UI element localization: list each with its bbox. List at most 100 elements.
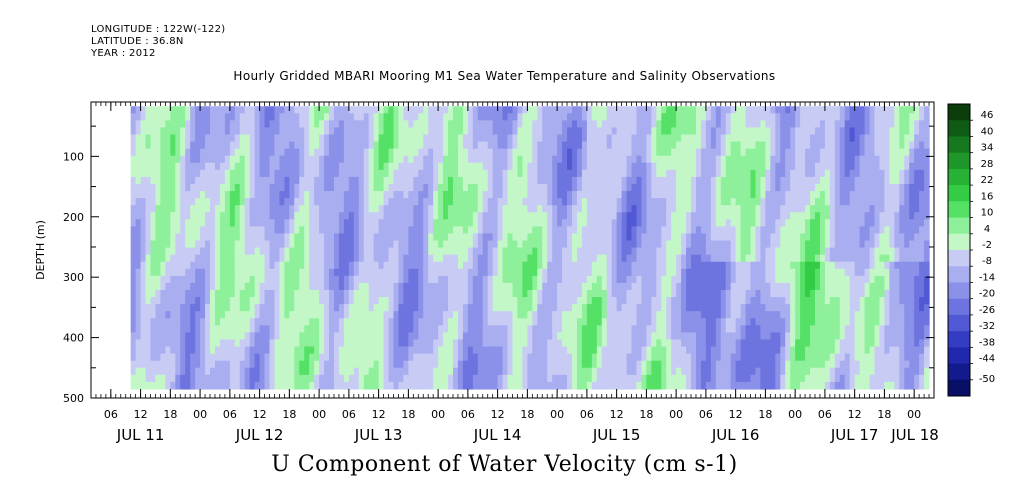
heatmap-cell [205, 212, 211, 220]
heatmap-cell [457, 219, 464, 227]
heatmap-cell [715, 198, 722, 206]
heatmap-cell [705, 275, 712, 284]
heatmap-cell [155, 148, 162, 157]
heatmap-cell [552, 346, 558, 355]
heatmap-cell [482, 240, 489, 249]
heatmap-cell [661, 191, 667, 199]
heatmap-cell [185, 198, 191, 206]
heatmap-cell [190, 332, 196, 341]
heatmap-cell [383, 360, 390, 369]
heatmap-cell [180, 353, 186, 362]
heatmap-cell [393, 240, 400, 249]
heatmap-cell [552, 205, 558, 213]
heatmap-cell [388, 282, 395, 291]
heatmap-cell [304, 169, 310, 178]
heatmap-cell [557, 304, 563, 312]
heatmap-cell [408, 339, 414, 348]
heatmap-cell [686, 374, 692, 383]
heatmap-cell [576, 226, 583, 235]
heatmap-cell [512, 304, 519, 312]
heatmap-cell [567, 106, 573, 114]
heatmap-cell [403, 339, 409, 348]
heatmap-cell [567, 297, 573, 305]
heatmap-cell [542, 134, 548, 143]
heatmap-cell [691, 346, 697, 355]
heatmap-cell [691, 240, 697, 249]
heatmap-cell [487, 169, 494, 178]
heatmap-cell [547, 113, 553, 121]
heatmap-cell [512, 275, 519, 284]
heatmap-cell [363, 346, 370, 355]
heatmap-cell [274, 325, 281, 333]
heatmap-cell [567, 212, 573, 220]
heatmap-cell [477, 289, 484, 298]
heatmap-cell [626, 212, 633, 220]
heatmap-cell [353, 169, 360, 178]
heatmap-cell [562, 332, 568, 341]
heatmap-cell [448, 254, 454, 263]
heatmap-cell [532, 212, 538, 220]
heatmap-cell [324, 360, 330, 369]
heatmap-cell [333, 113, 340, 121]
heatmap-cell [443, 148, 449, 157]
heatmap-cell [190, 148, 196, 157]
heatmap-cell [239, 289, 246, 298]
heatmap-cell [358, 325, 365, 333]
heatmap-cell [438, 169, 444, 178]
heatmap-cell [343, 226, 350, 235]
heatmap-cell [373, 332, 380, 341]
heatmap-cell [210, 212, 216, 220]
heatmap-cell [378, 282, 385, 291]
heatmap-cell [626, 339, 633, 348]
heatmap-cell [219, 318, 226, 326]
heatmap-cell [388, 212, 395, 220]
heatmap-cell [214, 247, 221, 256]
heatmap-cell [482, 381, 489, 390]
heatmap-cell [324, 127, 330, 136]
heatmap-cell [641, 339, 647, 348]
heatmap-cell [403, 212, 409, 220]
heatmap-cell [343, 339, 350, 348]
heatmap-cell [423, 120, 429, 129]
heatmap-cell [715, 332, 722, 341]
heatmap-cell [443, 240, 449, 249]
heatmap-cell [338, 332, 345, 341]
heatmap-cell [423, 247, 429, 256]
heatmap-cell [527, 176, 533, 185]
heatmap-cell [140, 304, 147, 312]
heatmap-cell [244, 247, 251, 256]
heatmap-cell [507, 198, 514, 206]
heatmap-cell [433, 304, 439, 312]
heatmap-cell [452, 282, 459, 291]
heatmap-cell [408, 289, 414, 298]
heatmap-cell [229, 353, 236, 362]
heatmap-cell [681, 155, 687, 164]
heatmap-cell [363, 134, 370, 143]
heatmap-cell [636, 134, 643, 143]
heatmap-cell [155, 268, 162, 277]
heatmap-cell [195, 141, 201, 150]
heatmap-cell [492, 113, 499, 121]
heatmap-cell [606, 176, 613, 185]
heatmap-cell [676, 311, 682, 319]
heatmap-cell [428, 289, 434, 298]
heatmap-cell [343, 275, 350, 284]
heatmap-cell [467, 367, 474, 376]
heatmap-cell [676, 155, 682, 164]
heatmap-cell [145, 134, 152, 143]
heatmap-cell [656, 191, 662, 199]
heatmap-cell [348, 353, 355, 362]
heatmap-cell [324, 106, 330, 114]
heatmap-cell [408, 155, 414, 164]
heatmap-cell [418, 332, 424, 341]
heatmap-cell [343, 254, 350, 263]
heatmap-cell [586, 339, 593, 348]
heatmap-cell [338, 219, 345, 227]
heatmap-cell [452, 191, 459, 199]
heatmap-cell [695, 127, 702, 136]
heatmap-cell [319, 127, 325, 136]
heatmap-cell [294, 127, 300, 136]
heatmap-cell [433, 374, 439, 383]
heatmap-cell [170, 254, 176, 263]
heatmap-cell [438, 191, 444, 199]
